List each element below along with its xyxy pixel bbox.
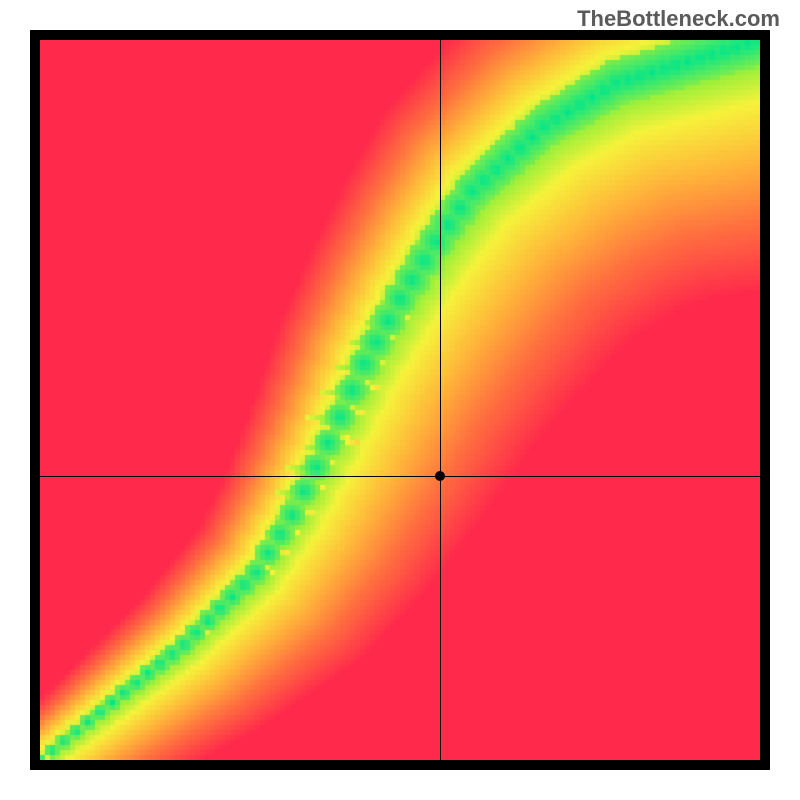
heatmap-plot xyxy=(40,40,760,760)
watermark-text: TheBottleneck.com xyxy=(577,6,780,32)
crosshair-dot xyxy=(435,471,445,481)
crosshair-vertical xyxy=(440,40,441,760)
crosshair-horizontal xyxy=(40,476,760,477)
heatmap-canvas xyxy=(40,40,760,760)
chart-frame xyxy=(30,30,770,770)
